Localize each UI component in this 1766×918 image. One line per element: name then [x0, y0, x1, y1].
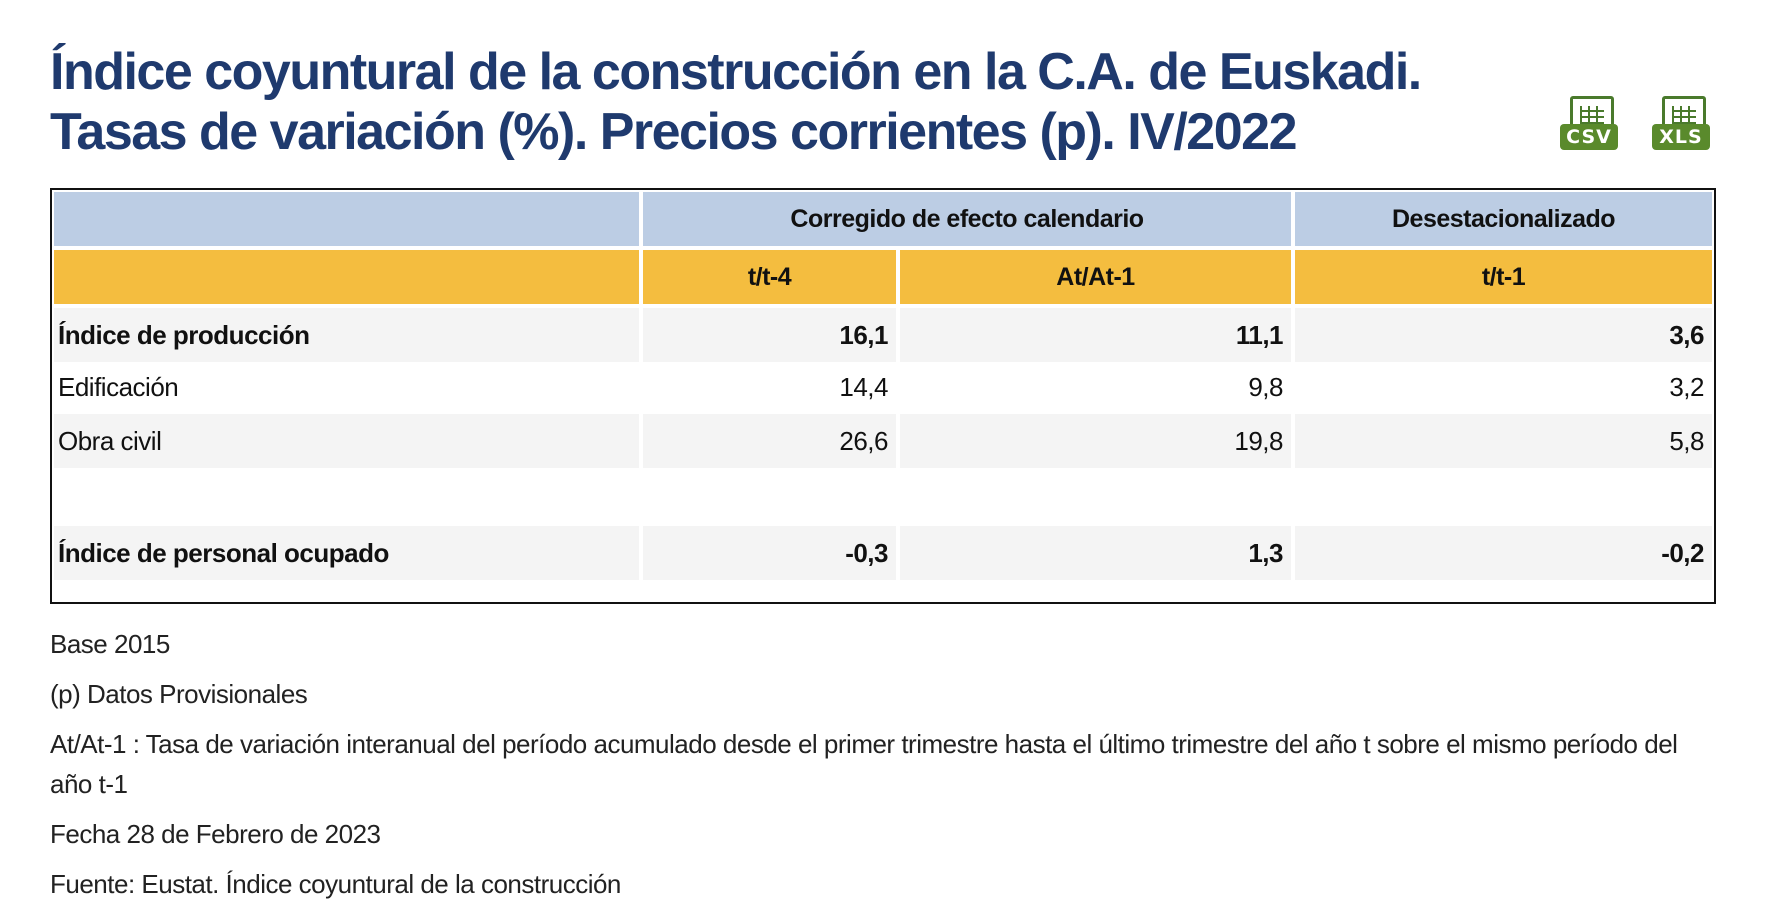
row-label	[54, 470, 639, 524]
csv-label: CSV	[1560, 124, 1618, 150]
row-label: Índice de personal ocupado	[54, 526, 639, 580]
table-row: Índice de producción 16,1 11,1 3,6	[52, 308, 1714, 362]
note-base: Base 2015	[50, 629, 170, 659]
note-definition: At/At-1 : Tasa de variación interanual d…	[50, 729, 1678, 799]
table-row: Índice de personal ocupado -0,3 1,3 -0,2	[52, 526, 1714, 580]
row-label: Edificación	[58, 372, 179, 402]
cell-tt1: -0,2	[1295, 526, 1712, 580]
cell-tt1: 3,2	[1669, 372, 1704, 402]
cell-tt4: 14,4	[839, 372, 888, 402]
title-line-2: Tasas de variación (%). Precios corrient…	[50, 103, 1298, 161]
cell-atat1: 9,8	[1248, 372, 1283, 402]
table-row: Obra civil 26,6 19,8 5,8	[52, 414, 1714, 468]
cell-tt4: -0,3	[643, 526, 896, 580]
sub-header-empty	[54, 250, 639, 304]
xls-label: XLS	[1652, 124, 1710, 150]
cell-atat1: 1,3	[900, 526, 1291, 580]
download-csv-button[interactable]: CSV	[1560, 94, 1622, 156]
note-source: Fuente: Eustat. Índice coyuntural de la …	[50, 869, 621, 899]
cell-tt4	[643, 470, 896, 524]
group-header-empty	[54, 192, 639, 246]
row-label: Índice de producción	[54, 308, 639, 362]
group-header-calendar: Corregido de efecto calendario	[643, 192, 1291, 246]
cell-tt4: 26,6	[643, 414, 896, 468]
page-title: Índice coyuntural de la construcción en …	[50, 42, 1530, 162]
cell-atat1: 11,1	[900, 308, 1291, 362]
cell-atat1: 19,8	[900, 414, 1291, 468]
cell-tt4: 16,1	[643, 308, 896, 362]
sub-header-tt4: t/t-4	[643, 250, 896, 304]
data-table: Corregido de efecto calendario Desestaci…	[50, 188, 1716, 604]
download-xls-button[interactable]: XLS	[1652, 94, 1714, 156]
cell-tt1: 3,6	[1295, 308, 1712, 362]
note-date: Fecha 28 de Febrero de 2023	[50, 819, 381, 849]
table-row-spacer	[52, 470, 1714, 524]
table-notes: Base 2015 (p) Datos Provisionales At/At-…	[50, 624, 1710, 914]
row-label: Obra civil	[54, 414, 639, 468]
group-header-seasonal: Desestacionalizado	[1295, 192, 1712, 246]
cell-tt1: 5,8	[1295, 414, 1712, 468]
sub-header-atat1: At/At-1	[900, 250, 1291, 304]
cell-tt1	[1295, 470, 1712, 524]
note-provisional: (p) Datos Provisionales	[50, 679, 308, 709]
table-row: Edificación 14,4 9,8 3,2	[52, 360, 1714, 414]
title-line-1: Índice coyuntural de la construcción en …	[50, 43, 1422, 101]
cell-atat1	[900, 470, 1291, 524]
sub-header-tt1: t/t-1	[1295, 250, 1712, 304]
